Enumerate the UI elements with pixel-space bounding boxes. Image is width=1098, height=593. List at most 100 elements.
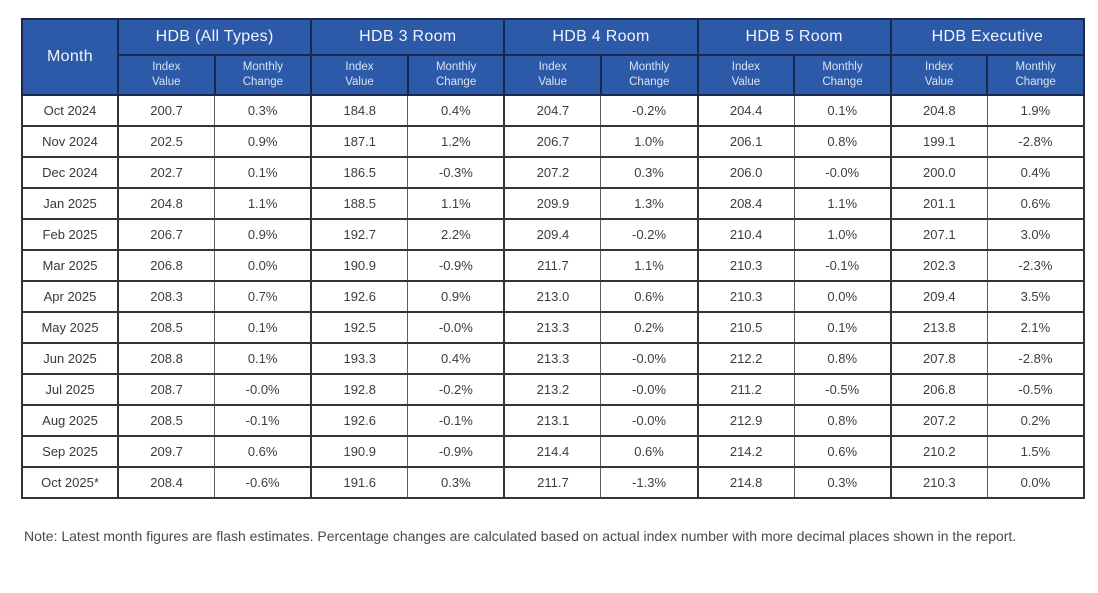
index-value-cell: 206.0 xyxy=(697,157,795,189)
index-value-cell: 190.9 xyxy=(311,436,409,468)
monthly-change-cell: -0.9% xyxy=(407,436,506,468)
index-value-cell: 184.8 xyxy=(311,95,409,127)
index-value-cell: 204.8 xyxy=(118,188,216,220)
index-value-cell: 192.7 xyxy=(311,219,409,251)
index-value-cell: 187.1 xyxy=(311,126,409,158)
index-value-cell: 213.1 xyxy=(504,405,602,437)
table-row: Nov 2024 202.5 0.9% 187.1 1.2% 206.7 1.0% 206.1… xyxy=(21,126,1085,158)
index-value-cell: 208.5 xyxy=(118,405,216,437)
month-cell: Dec 2024 xyxy=(21,157,119,189)
monthly-change-cell: 0.8% xyxy=(794,126,892,158)
monthly-change-cell: 0.2% xyxy=(987,405,1085,437)
group-header-row: Month HDB (All Types) HDB 3 Room HDB 4 R… xyxy=(21,18,1085,96)
month-cell: Jul 2025 xyxy=(21,374,119,406)
index-value-cell: 208.4 xyxy=(118,467,216,499)
index-value-cell: 188.5 xyxy=(311,188,409,220)
table-body: Oct 2024 200.7 0.3% 184.8 0.4% 204.7 -0.2% 204.… xyxy=(21,95,1085,499)
monthly-change-cell: 1.1% xyxy=(214,188,313,220)
index-value-cell: 202.3 xyxy=(890,250,988,282)
monthly-change-cell: 0.6% xyxy=(214,436,313,468)
month-cell: Oct 2024 xyxy=(21,95,119,127)
monthly-change-cell: 0.3% xyxy=(214,95,313,127)
monthly-change-cell: 0.9% xyxy=(407,281,506,313)
index-value-cell: 209.4 xyxy=(504,219,602,251)
index-value-cell: 192.6 xyxy=(311,281,409,313)
monthly-change-cell: 0.0% xyxy=(214,250,313,282)
index-value-cell: 186.5 xyxy=(311,157,409,189)
monthly-change-cell: 0.4% xyxy=(407,343,506,375)
monthly-change-cell: 1.1% xyxy=(600,250,699,282)
monthly-change-cell: -0.0% xyxy=(794,157,892,189)
index-value-cell: 208.3 xyxy=(118,281,216,313)
index-value-cell: 214.4 xyxy=(504,436,602,468)
group-header-all-types: HDB (All Types) xyxy=(116,18,313,56)
monthly-change-cell: 1.1% xyxy=(407,188,506,220)
table-row: Oct 2024 200.7 0.3% 184.8 0.4% 204.7 -0.2% 204.… xyxy=(21,95,1085,127)
table-row: Dec 2024 202.7 0.1% 186.5 -0.3% 207.2 0.3% 206.… xyxy=(21,157,1085,189)
month-cell: Nov 2024 xyxy=(21,126,119,158)
index-value-cell: 206.1 xyxy=(697,126,795,158)
index-value-cell: 206.8 xyxy=(890,374,988,406)
index-value-cell: 201.1 xyxy=(890,188,988,220)
subheader-index-value-executive: Index Value xyxy=(889,54,989,96)
index-value-cell: 208.4 xyxy=(697,188,795,220)
index-value-cell: 211.7 xyxy=(504,467,602,499)
monthly-change-cell: 0.1% xyxy=(794,312,892,344)
monthly-change-cell: 0.1% xyxy=(214,343,313,375)
month-cell: Jun 2025 xyxy=(21,343,119,375)
monthly-change-cell: -2.8% xyxy=(987,126,1085,158)
table-header: Month HDB (All Types) HDB 3 Room HDB 4 R… xyxy=(21,18,1085,96)
table-row: Apr 2025 208.3 0.7% 192.6 0.9% 213.0 0.6% 210.3… xyxy=(21,281,1085,313)
index-value-cell: 214.2 xyxy=(697,436,795,468)
monthly-change-cell: 1.0% xyxy=(600,126,699,158)
index-value-cell: 213.3 xyxy=(504,312,602,344)
index-value-cell: 209.4 xyxy=(890,281,988,313)
index-value-cell: 206.7 xyxy=(504,126,602,158)
group-header-5-room: HDB 5 Room xyxy=(696,18,892,56)
index-value-cell: 200.7 xyxy=(118,95,216,127)
table-row: Aug 2025 208.5 -0.1% 192.6 -0.1% 213.1 -0.0% 21… xyxy=(21,405,1085,437)
subheader-index-value-3-room: Index Value xyxy=(310,54,409,96)
index-value-cell: 207.2 xyxy=(890,405,988,437)
index-value-cell: 209.7 xyxy=(118,436,216,468)
month-cell: Apr 2025 xyxy=(21,281,119,313)
index-value-cell: 213.8 xyxy=(890,312,988,344)
table-row: May 2025 208.5 0.1% 192.5 -0.0% 213.3 0.2% 210.… xyxy=(21,312,1085,344)
monthly-change-cell: 0.4% xyxy=(987,157,1085,189)
table-row: Mar 2025 206.8 0.0% 190.9 -0.9% 211.7 1.1% 210.… xyxy=(21,250,1085,282)
index-value-cell: 212.2 xyxy=(697,343,795,375)
monthly-change-cell: -0.0% xyxy=(214,374,313,406)
subheader-row: Index Value Monthly Change Index Value M… xyxy=(22,54,1085,96)
monthly-change-cell: 0.3% xyxy=(407,467,506,499)
subheader-monthly-change-executive: Monthly Change xyxy=(986,54,1085,96)
index-value-cell: 207.8 xyxy=(890,343,988,375)
index-value-cell: 209.9 xyxy=(504,188,602,220)
monthly-change-cell: 0.6% xyxy=(600,436,699,468)
month-cell: May 2025 xyxy=(21,312,119,344)
index-value-cell: 210.2 xyxy=(890,436,988,468)
index-value-cell: 207.2 xyxy=(504,157,602,189)
index-value-cell: 192.5 xyxy=(311,312,409,344)
index-value-cell: 206.8 xyxy=(118,250,216,282)
monthly-change-cell: 1.5% xyxy=(987,436,1085,468)
index-value-cell: 202.5 xyxy=(118,126,216,158)
monthly-change-cell: -0.1% xyxy=(794,250,892,282)
monthly-change-cell: 1.1% xyxy=(794,188,892,220)
index-value-cell: 204.7 xyxy=(504,95,602,127)
index-value-cell: 213.2 xyxy=(504,374,602,406)
month-cell: Aug 2025 xyxy=(21,405,119,437)
monthly-change-cell: -1.3% xyxy=(600,467,699,499)
monthly-change-cell: 2.2% xyxy=(407,219,506,251)
table-row: Jul 2025 208.7 -0.0% 192.8 -0.2% 213.2 -0.0% 21… xyxy=(21,374,1085,406)
monthly-change-cell: 0.6% xyxy=(794,436,892,468)
monthly-change-cell: 0.3% xyxy=(794,467,892,499)
monthly-change-cell: -0.9% xyxy=(407,250,506,282)
index-value-cell: 191.6 xyxy=(311,467,409,499)
month-cell: Oct 2025* xyxy=(21,467,119,499)
index-value-cell: 214.8 xyxy=(697,467,795,499)
monthly-change-cell: -0.0% xyxy=(407,312,506,344)
column-header-month: Month xyxy=(21,18,119,96)
index-value-cell: 193.3 xyxy=(311,343,409,375)
subheader-monthly-change-4-room: Monthly Change xyxy=(599,54,699,96)
group-header-executive: HDB Executive xyxy=(889,18,1085,56)
